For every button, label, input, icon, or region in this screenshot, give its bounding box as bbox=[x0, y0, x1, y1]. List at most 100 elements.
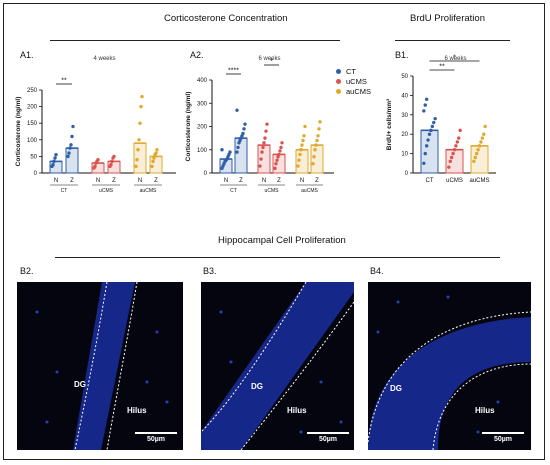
chart-a1-point-4-4 bbox=[138, 121, 142, 125]
panel-label-b3: B3. bbox=[203, 266, 217, 276]
chart-a1-x-tick-label-2: N bbox=[96, 178, 100, 184]
micrograph-b4-image bbox=[368, 295, 531, 450]
chart-b1-point-2-8 bbox=[483, 124, 487, 129]
legend-label-aucms: auCMS bbox=[346, 86, 372, 96]
chart-a2-point-5-1 bbox=[312, 155, 316, 159]
chart-a1-point-2-4 bbox=[96, 158, 100, 162]
chart-b1-point-2-3 bbox=[476, 148, 480, 152]
chart-a2-x-tick-label-2: N bbox=[262, 178, 266, 184]
panel-label-b2: B2. bbox=[20, 266, 34, 276]
brdu-section-title: BrdU Proliferation bbox=[410, 13, 485, 24]
chart-b1-point-0-5 bbox=[429, 128, 433, 133]
micrograph-b3-scale-bar bbox=[307, 432, 349, 434]
chart-a2-point-5-6 bbox=[317, 127, 321, 131]
chart-b1-x-tick-label-2: auCMS bbox=[469, 178, 489, 184]
chart-b1-bar-0 bbox=[420, 129, 439, 174]
chart-a1-point-0-4 bbox=[54, 153, 58, 157]
chart-b1-point-2-5 bbox=[479, 140, 483, 144]
chart-a2-y-tick-label-1: 100 bbox=[197, 148, 208, 154]
chart-a2-point-5-0 bbox=[311, 162, 315, 166]
chart-a1-point-4-0 bbox=[134, 164, 138, 169]
chart-a1-y-label: Corticosterone (ng/ml) bbox=[15, 97, 22, 167]
corticosterone-rule bbox=[50, 40, 340, 41]
micrograph-b3-image bbox=[201, 282, 354, 450]
chart-b1-point-2-7 bbox=[482, 132, 486, 136]
chart-a2-point-1-1 bbox=[236, 145, 240, 150]
chart-b1-point-2-4 bbox=[477, 144, 482, 148]
chart-a2-point-3-2 bbox=[275, 158, 279, 162]
chart-a1-x-tick-label-3: Z bbox=[112, 178, 116, 184]
legend-label-ucms: uCMS bbox=[346, 76, 367, 86]
chart-a1-point-4-6 bbox=[140, 94, 144, 99]
chart-a2: 6 weeks 0 100 200 300 400 Corticosterone (ng/m… bbox=[185, 56, 334, 193]
figure-frame bbox=[3, 3, 545, 460]
chart-b1-x-tick-label-0: CT bbox=[426, 178, 434, 184]
chart-a2-bar-1 bbox=[234, 137, 248, 174]
chart-a1-group-label-2: auCMS bbox=[140, 188, 157, 193]
chart-a1-point-5-1 bbox=[151, 159, 155, 164]
chart-a2-point-2-6 bbox=[264, 129, 268, 133]
chart-a1: 4 weeks 0 50 100 150 200 250 Corticosterone (ng… bbox=[15, 56, 176, 193]
chart-b1-y-tick-label-4: 40 bbox=[401, 93, 408, 99]
chart-a1-bar-1 bbox=[65, 147, 79, 174]
legend-marker-ct bbox=[336, 68, 341, 74]
chart-b1-y-tick-label-2: 20 bbox=[401, 132, 408, 138]
chart-a1-point-2-1 bbox=[93, 164, 97, 169]
chart-a2-point-4-4 bbox=[300, 143, 304, 147]
chart-a1-y-tick-label-1: 50 bbox=[30, 154, 37, 160]
chart-a2-x-tick-label-0: N bbox=[224, 178, 228, 184]
chart-a2-point-0-9 bbox=[220, 148, 224, 152]
micrograph-b3: DG Hilus 50µm bbox=[201, 282, 354, 450]
chart-b1-point-0-3 bbox=[426, 138, 430, 142]
micrograph-b2: DG Hilus 50µm bbox=[17, 282, 183, 450]
chart-b1-point-1-0 bbox=[447, 165, 451, 169]
chart-a1-point-5-0 bbox=[150, 164, 154, 169]
micrograph-b4-scale-label: 50µm bbox=[493, 436, 513, 443]
chart-b1-sig-label-1: * bbox=[453, 55, 456, 62]
chart-a1-y-tick-label-5: 250 bbox=[27, 88, 38, 94]
panel-label-a2: A2. bbox=[190, 50, 204, 60]
chart-b1: 6 weeks 0 10 20 30 40 50 BrdU+ cells/mm³ CT uCMS a… bbox=[386, 55, 496, 184]
micrograph-b2-hilus-label: Hilus bbox=[127, 406, 147, 415]
chart-a1-point-3-2 bbox=[110, 159, 114, 164]
chart-b1-point-1-4 bbox=[452, 148, 457, 152]
chart-a2-point-4-2 bbox=[298, 152, 302, 157]
chart-b1-y-tick-label-0: 0 bbox=[405, 171, 409, 177]
chart-a1-point-5-2 bbox=[152, 156, 156, 160]
chart-a1-x-tick-label-1: Z bbox=[70, 178, 74, 184]
legend-marker-ucms bbox=[336, 78, 341, 84]
chart-a1-point-1-3 bbox=[69, 143, 73, 147]
chart-a1-subtitle: 4 weeks bbox=[93, 56, 115, 62]
chart-b1-point-2-0 bbox=[472, 159, 476, 164]
chart-a1-y-tick-label-3: 150 bbox=[27, 121, 38, 127]
chart-a1-x-tick-label-5: Z bbox=[154, 178, 158, 184]
chart-a1-point-5-4 bbox=[154, 151, 158, 155]
brdu-rule bbox=[395, 40, 510, 41]
corticosterone-section-title: Corticosterone Concentration bbox=[164, 13, 288, 24]
chart-a2-point-1-0 bbox=[235, 150, 239, 154]
micrograph-b3-hilus-label: Hilus bbox=[287, 406, 307, 415]
chart-b1-point-0-0 bbox=[422, 161, 426, 165]
chart-a2-point-2-1 bbox=[259, 157, 263, 161]
micrograph-b2-dg-label: DG bbox=[74, 380, 86, 389]
chart-a2-subtitle: 6 weeks bbox=[258, 56, 280, 62]
chart-a2-point-5-5 bbox=[316, 134, 320, 138]
chart-a1-y-tick-label-4: 200 bbox=[27, 105, 38, 111]
chart-a2-point-4-1 bbox=[297, 158, 301, 162]
chart-a2-point-2-7 bbox=[265, 122, 269, 126]
hippocampal-rule bbox=[55, 257, 500, 258]
hippocampal-section-title: Hippocampal Cell Proliferation bbox=[218, 235, 346, 246]
micrograph-b3-scale-label: 50µm bbox=[318, 436, 338, 443]
chart-a2-point-0-8 bbox=[228, 150, 232, 154]
chart-a2-group-label-2: auCMS bbox=[301, 188, 318, 193]
legend-item-ucms: uCMS bbox=[336, 76, 371, 86]
chart-a1-x-tick-label-4: N bbox=[138, 178, 142, 184]
chart-b1-y-label: BrdU+ cells/mm³ bbox=[386, 98, 393, 150]
micrograph-b4: DG Hilus 50µm bbox=[368, 282, 531, 450]
legend-label-ct: CT bbox=[346, 66, 356, 76]
chart-a2-point-5-7 bbox=[318, 120, 322, 124]
chart-a2-point-4-5 bbox=[301, 138, 305, 143]
chart-b1-point-1-7 bbox=[457, 136, 461, 140]
chart-a2-point-4-3 bbox=[299, 148, 303, 152]
chart-a1-point-0-3 bbox=[53, 156, 57, 160]
